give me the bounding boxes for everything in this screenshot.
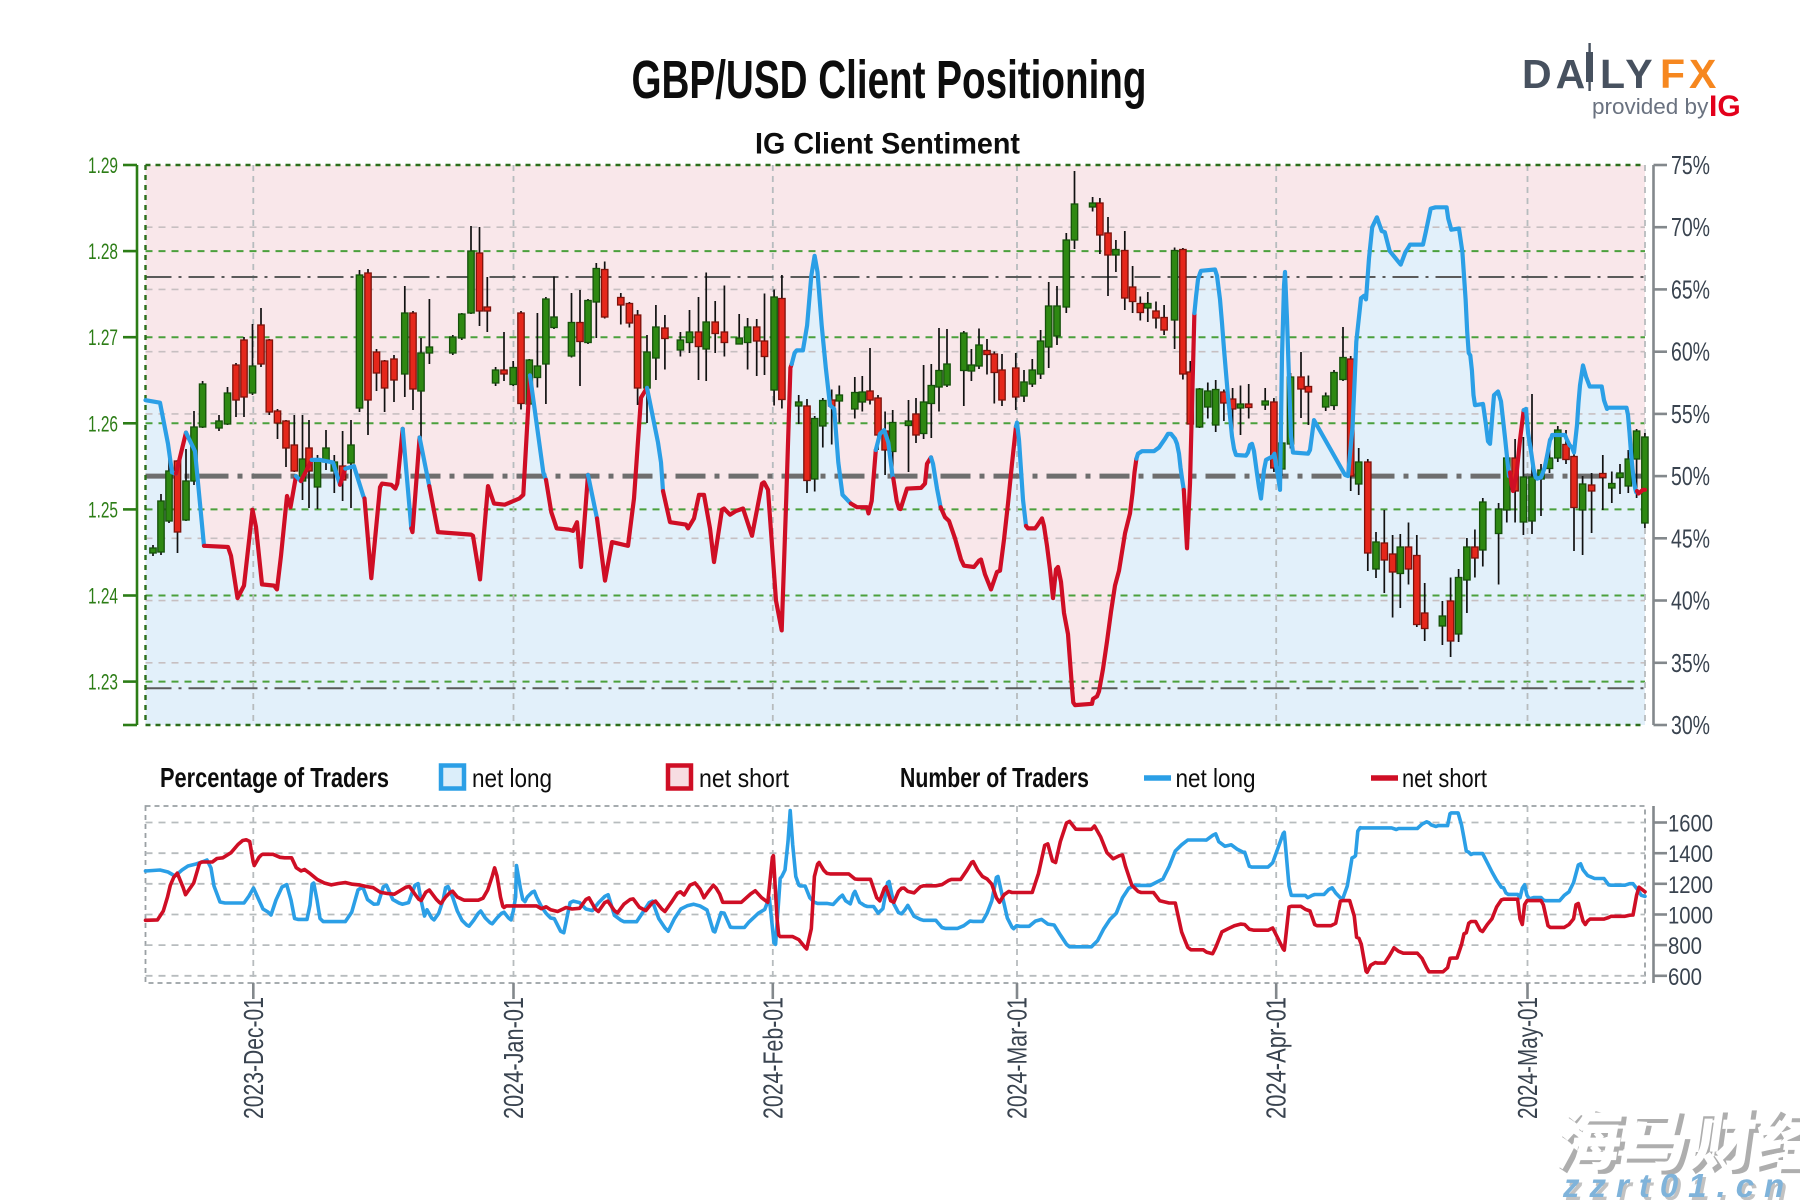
svg-text:net long: net long xyxy=(1176,763,1256,793)
svg-text:60%: 60% xyxy=(1671,339,1710,367)
svg-text:FX: FX xyxy=(1660,51,1720,97)
svg-text:30%: 30% xyxy=(1671,712,1710,740)
svg-text:40%: 40% xyxy=(1671,588,1710,616)
svg-text:provided by: provided by xyxy=(1592,94,1709,119)
svg-text:800: 800 xyxy=(1668,933,1702,960)
svg-text:GBP/USD Client Positioning: GBP/USD Client Positioning xyxy=(632,50,1147,110)
svg-text:Percentage of Traders: Percentage of Traders xyxy=(160,762,389,793)
svg-text:1600: 1600 xyxy=(1668,811,1713,838)
svg-text:1.27: 1.27 xyxy=(88,325,118,350)
svg-text:IG Client Sentiment: IG Client Sentiment xyxy=(755,128,1020,161)
svg-text:65%: 65% xyxy=(1671,276,1710,304)
svg-text:IG: IG xyxy=(1709,90,1741,123)
svg-text:1.25: 1.25 xyxy=(88,497,118,522)
svg-text:35%: 35% xyxy=(1671,650,1710,678)
svg-text:zzrt01.cn: zzrt01.cn xyxy=(1562,1167,1794,1200)
svg-text:45%: 45% xyxy=(1671,525,1710,553)
svg-text:1.23: 1.23 xyxy=(88,670,118,695)
svg-text:1400: 1400 xyxy=(1668,841,1713,868)
svg-text:1.26: 1.26 xyxy=(88,411,118,436)
svg-text:70%: 70% xyxy=(1671,214,1710,242)
svg-text:1.29: 1.29 xyxy=(88,153,118,178)
svg-text:1000: 1000 xyxy=(1668,903,1713,930)
svg-text:zzrt01.cn: zzrt01.cn xyxy=(1565,1170,1797,1200)
svg-text:2024-Jan-01: 2024-Jan-01 xyxy=(498,997,529,1119)
svg-text:net short: net short xyxy=(699,763,790,793)
svg-text:LY: LY xyxy=(1600,51,1657,97)
svg-text:DA: DA xyxy=(1522,51,1589,97)
svg-text:2024-Mar-01: 2024-Mar-01 xyxy=(1002,997,1033,1119)
svg-text:75%: 75% xyxy=(1671,152,1710,180)
svg-text:2024-Feb-01: 2024-Feb-01 xyxy=(757,997,788,1119)
svg-text:50%: 50% xyxy=(1671,463,1710,491)
svg-text:1200: 1200 xyxy=(1668,872,1713,899)
svg-text:2024-May-01: 2024-May-01 xyxy=(1512,997,1543,1119)
svg-text:1.28: 1.28 xyxy=(88,239,118,264)
svg-text:1.24: 1.24 xyxy=(88,584,118,609)
svg-text:net long: net long xyxy=(472,763,552,793)
svg-text:net short: net short xyxy=(1402,763,1488,793)
svg-text:Number of Traders: Number of Traders xyxy=(900,762,1089,793)
svg-text:55%: 55% xyxy=(1671,401,1710,429)
svg-text:2023-Dec-01: 2023-Dec-01 xyxy=(238,997,269,1119)
svg-text:600: 600 xyxy=(1668,964,1702,991)
svg-text:2024-Apr-01: 2024-Apr-01 xyxy=(1261,997,1292,1119)
